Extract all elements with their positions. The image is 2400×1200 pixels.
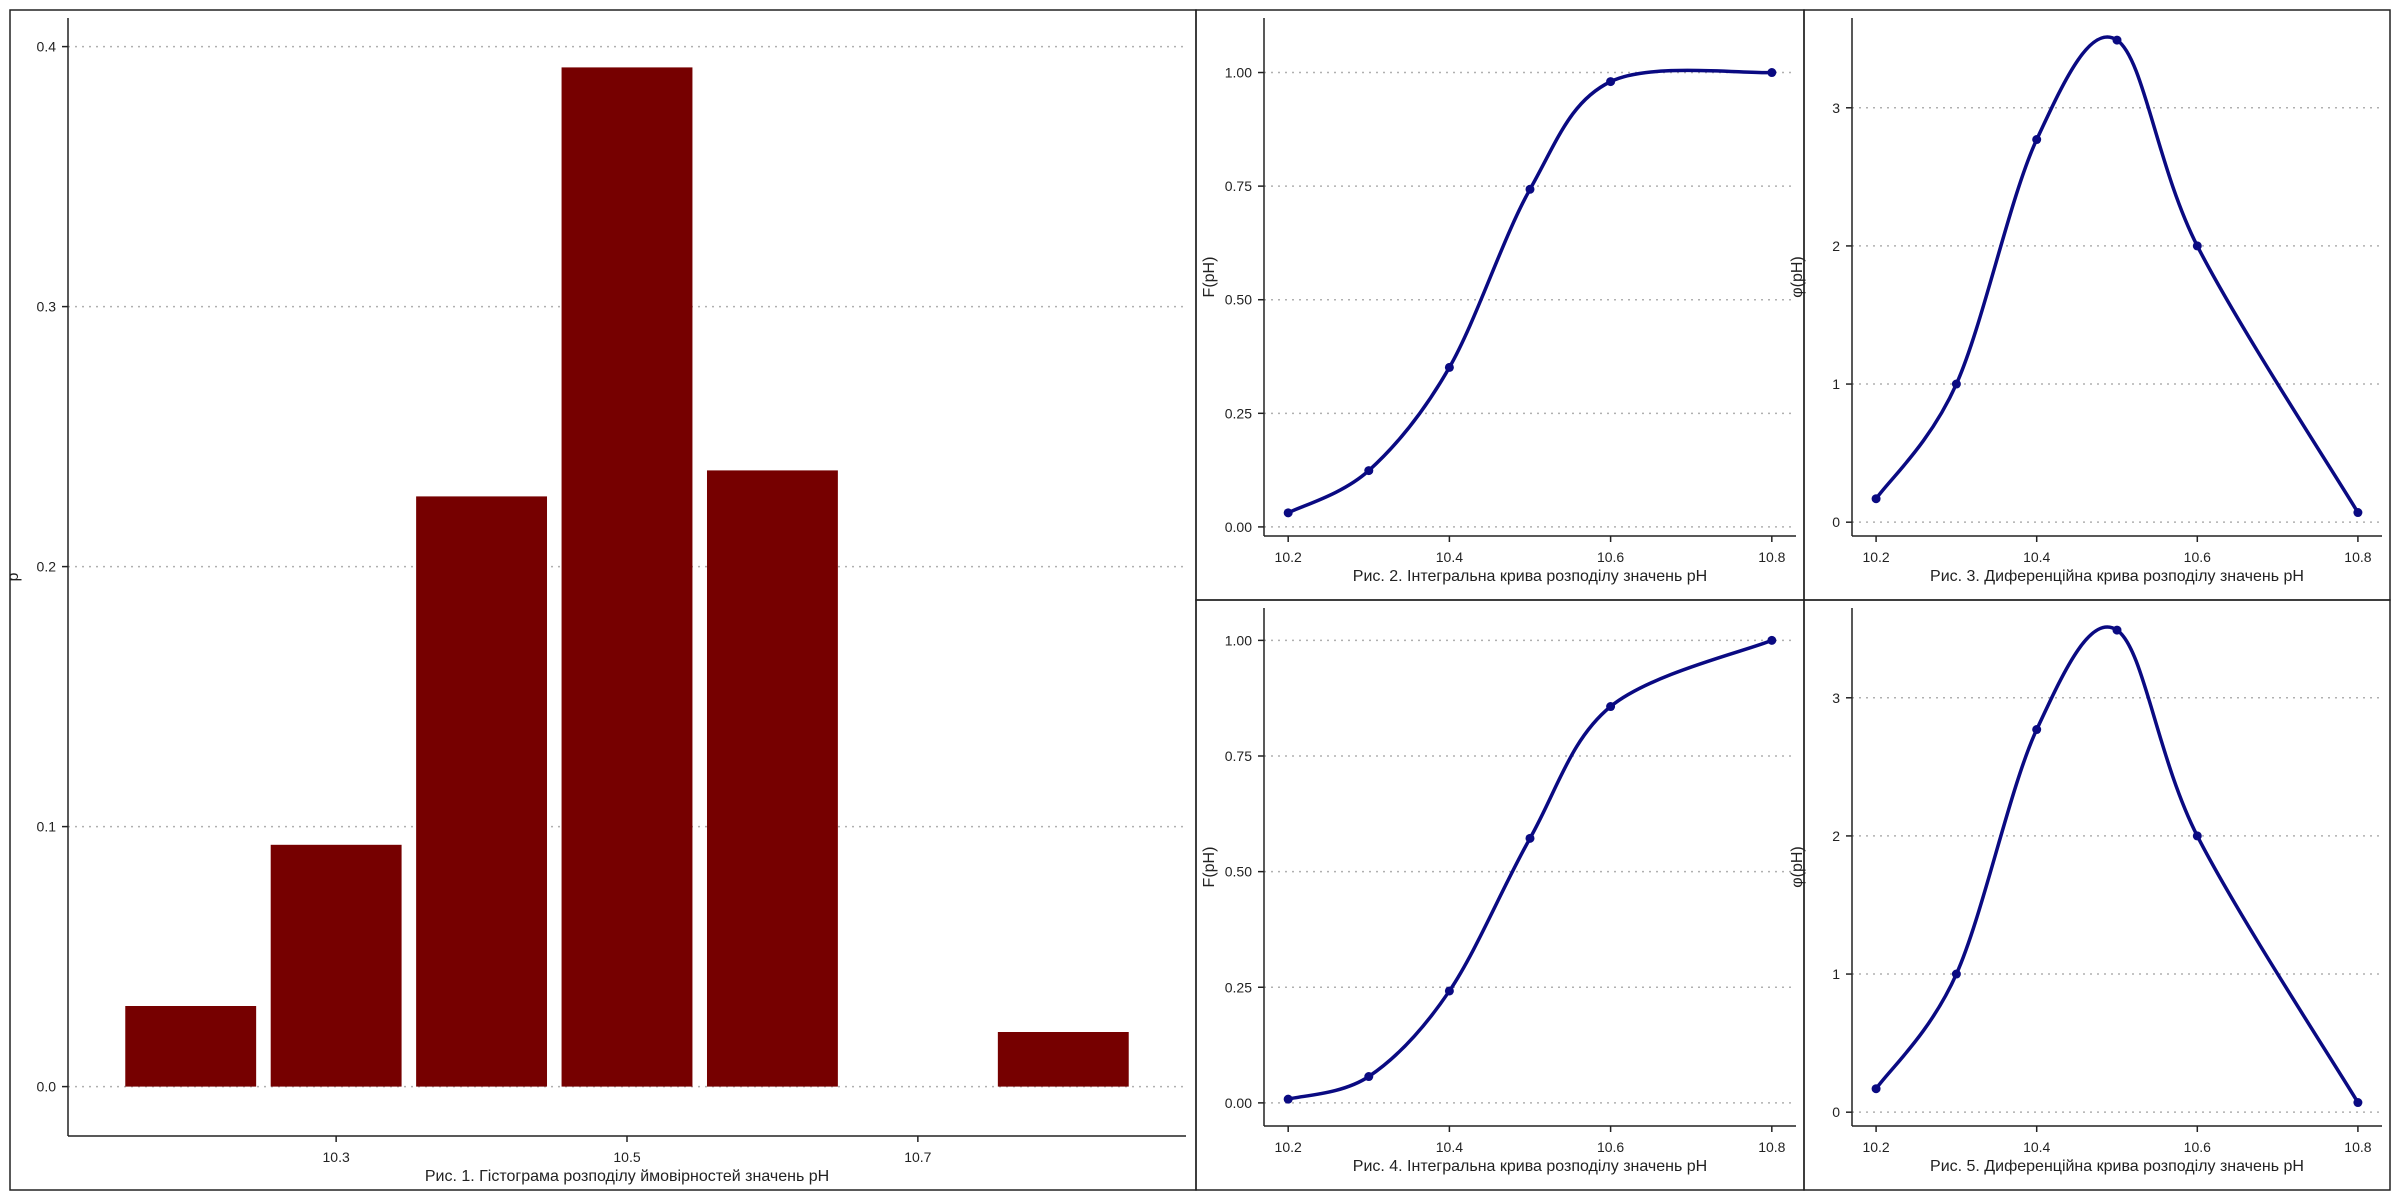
data-point-10.2 xyxy=(1871,494,1881,504)
y-tick-label: 0 xyxy=(1832,514,1840,530)
x-tick-label: 10.2 xyxy=(1862,549,1889,565)
bar-10.8 xyxy=(997,1032,1129,1087)
y-axis-title: p xyxy=(5,572,22,581)
bar-10.2 xyxy=(125,1006,257,1087)
x-tick-label: 10.4 xyxy=(2023,549,2050,565)
y-tick-label: 0.2 xyxy=(37,559,57,575)
x-tick-label: 10.3 xyxy=(323,1149,350,1165)
x-tick-label: 10.5 xyxy=(613,1149,640,1165)
y-axis-title: φ(pH) xyxy=(1789,846,1806,887)
y-tick-label: 0 xyxy=(1832,1104,1840,1120)
x-tick-label: 10.8 xyxy=(1758,1139,1785,1155)
data-point-10.5 xyxy=(1525,184,1535,194)
y-axis-title: F(pH) xyxy=(1201,257,1218,298)
data-point-10.5 xyxy=(2112,35,2122,45)
data-point-10.4 xyxy=(1444,986,1454,996)
x-axis-title: Рис. 2. Інтегральна крива розподілу знач… xyxy=(1353,568,1707,585)
x-tick-label: 10.8 xyxy=(2344,549,2371,565)
panel-frame-5 xyxy=(1803,599,2391,1191)
data-point-10.6 xyxy=(2192,241,2202,251)
x-tick-label: 10.2 xyxy=(1275,549,1302,565)
data-point-10.3 xyxy=(1951,969,1961,979)
y-tick-label: 1.00 xyxy=(1225,65,1252,81)
y-tick-label: 0.25 xyxy=(1225,979,1252,995)
x-axis-title: Рис. 4. Інтегральна крива розподілу знач… xyxy=(1353,1158,1707,1175)
x-tick-label: 10.6 xyxy=(1597,1139,1624,1155)
data-point-10.6 xyxy=(1606,77,1616,87)
data-point-10.4 xyxy=(2032,135,2042,145)
y-axis-title: φ(pH) xyxy=(1789,256,1806,297)
y-tick-label: 0.75 xyxy=(1225,178,1252,194)
y-tick-label: 1.00 xyxy=(1225,632,1252,648)
y-tick-label: 1 xyxy=(1832,966,1840,982)
data-point-10.8 xyxy=(1767,68,1777,78)
data-point-10.8 xyxy=(1767,635,1777,645)
x-axis-title: Рис. 5. Диференційна крива розподілу зна… xyxy=(1930,1158,2304,1175)
x-tick-label: 10.6 xyxy=(2184,1139,2211,1155)
y-tick-label: 1 xyxy=(1832,376,1840,392)
x-tick-label: 10.7 xyxy=(904,1149,931,1165)
x-tick-label: 10.8 xyxy=(1758,549,1785,565)
x-axis-title: Рис. 1. Гістограма розподілу ймовірносте… xyxy=(425,1168,829,1185)
y-tick-label: 2 xyxy=(1832,238,1840,254)
y-tick-label: 0.25 xyxy=(1225,405,1252,421)
data-point-10.4 xyxy=(1444,362,1454,372)
bar-10.6 xyxy=(706,470,838,1087)
y-tick-label: 0.4 xyxy=(37,39,57,55)
x-tick-label: 10.4 xyxy=(1436,549,1463,565)
data-point-10.8 xyxy=(2353,1098,2363,1108)
x-tick-label: 10.4 xyxy=(2023,1139,2050,1155)
x-tick-label: 10.6 xyxy=(1597,549,1624,565)
data-point-10.5 xyxy=(1525,833,1535,843)
y-axis-title: F(pH) xyxy=(1201,847,1218,888)
y-tick-label: 0.50 xyxy=(1225,864,1252,880)
x-tick-label: 10.2 xyxy=(1862,1139,1889,1155)
x-tick-label: 10.4 xyxy=(1436,1139,1463,1155)
data-point-10.8 xyxy=(2353,508,2363,518)
y-tick-label: 0.1 xyxy=(37,819,57,835)
data-point-10.6 xyxy=(2192,831,2202,841)
y-tick-label: 0.75 xyxy=(1225,748,1252,764)
x-tick-label: 10.6 xyxy=(2184,549,2211,565)
y-tick-label: 3 xyxy=(1832,100,1840,116)
data-point-10.3 xyxy=(1951,379,1961,389)
y-tick-label: 0.00 xyxy=(1225,1095,1252,1111)
charts-layer: 0.0 0.1 0.2 0.3 0.4 10.3 10.5 10.7 Рис. 1. Гісто… xyxy=(5,18,2382,1185)
data-point-10.2 xyxy=(1871,1084,1881,1094)
y-tick-label: 0.50 xyxy=(1225,292,1252,308)
data-point-10.3 xyxy=(1364,466,1374,476)
y-tick-label: 0.3 xyxy=(37,299,57,315)
data-point-10.3 xyxy=(1364,1072,1374,1082)
data-point-10.2 xyxy=(1283,1094,1293,1104)
bar-10.3 xyxy=(270,844,402,1087)
x-tick-label: 10.2 xyxy=(1275,1139,1302,1155)
y-tick-label: 3 xyxy=(1832,690,1840,706)
y-tick-label: 0.0 xyxy=(37,1079,57,1095)
x-tick-label: 10.8 xyxy=(2344,1139,2371,1155)
bar-10.4 xyxy=(416,496,548,1087)
bar-10.5 xyxy=(561,67,693,1087)
x-axis-title: Рис. 3. Диференційна крива розподілу зна… xyxy=(1930,568,2304,585)
data-point-10.6 xyxy=(1606,702,1616,712)
y-tick-label: 2 xyxy=(1832,828,1840,844)
data-point-10.4 xyxy=(2032,725,2042,735)
data-point-10.2 xyxy=(1283,508,1293,518)
y-tick-label: 0.00 xyxy=(1225,519,1252,535)
data-point-10.5 xyxy=(2112,625,2122,635)
